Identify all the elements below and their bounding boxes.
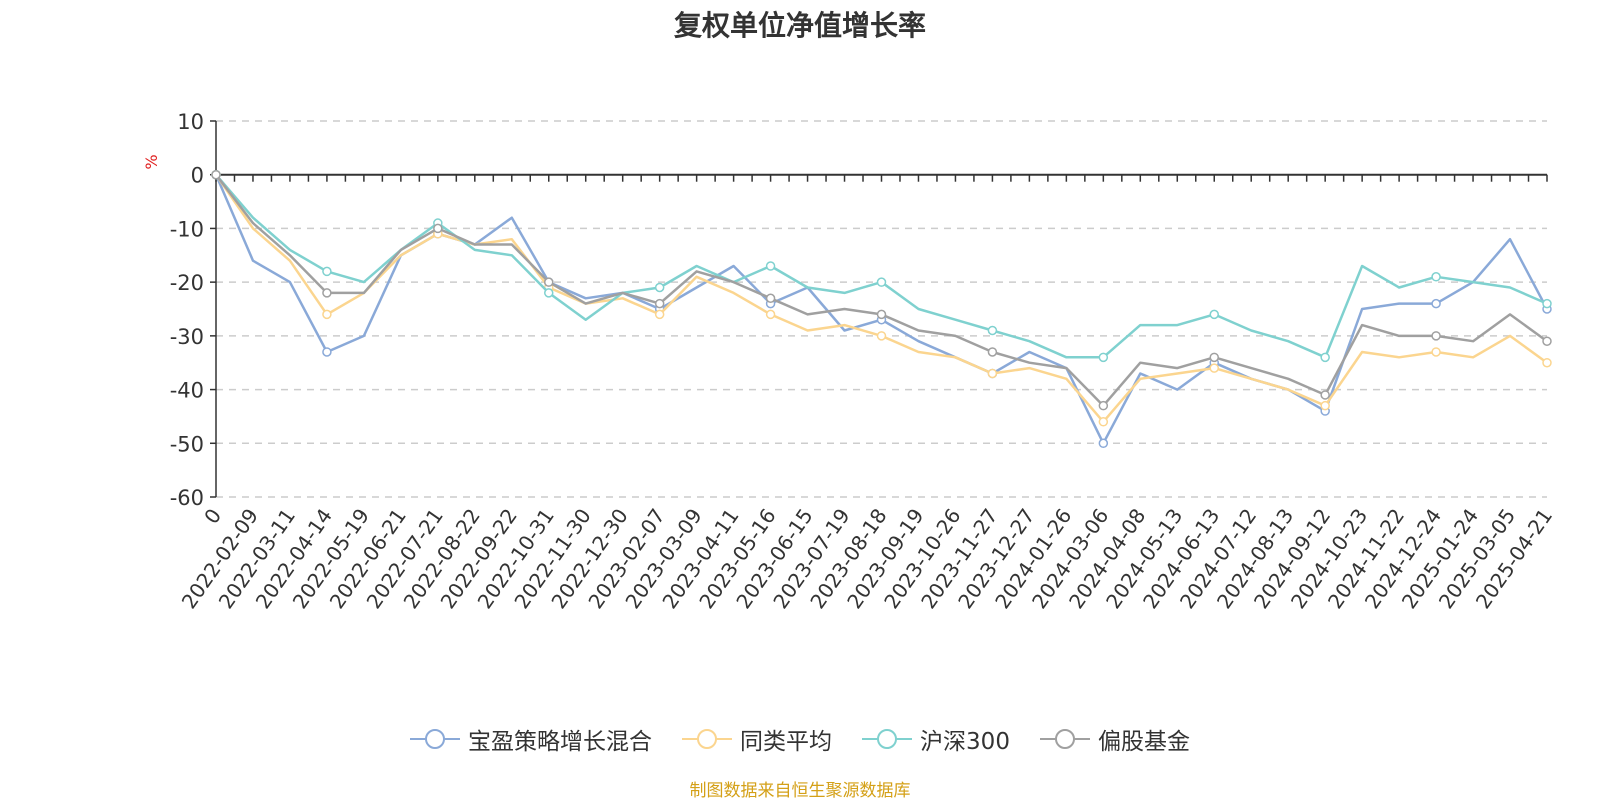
y-tick-label: -40 <box>170 379 204 403</box>
x-tick-label: 0 <box>199 504 226 528</box>
y-tick-label: 0 <box>191 164 204 188</box>
series-point-3 <box>1320 390 1330 400</box>
series-point-3 <box>654 298 665 309</box>
series-point-1 <box>1209 363 1219 373</box>
series-lines <box>211 169 1552 449</box>
series-point-2 <box>1320 352 1330 363</box>
series-point-0 <box>1098 438 1109 449</box>
y-tick-label: -60 <box>170 486 204 510</box>
y-tick-label: -30 <box>170 325 204 349</box>
source-note: 制图数据来自恒生聚源数据库 <box>689 781 911 801</box>
axes: 100-10-20-30-40-50-60%02022-02-092022-03… <box>142 110 1557 613</box>
chart-title: 复权单位净值增长率 <box>673 9 926 42</box>
series-point-0 <box>322 347 332 357</box>
y-axis-label: % <box>142 154 161 169</box>
series-point-1 <box>654 309 665 320</box>
series-point-1 <box>1431 347 1441 357</box>
series-point-1 <box>1542 357 1552 368</box>
series-line-1 <box>214 173 1548 424</box>
legend-line-icon <box>1039 729 1090 749</box>
series-point-2 <box>1542 298 1552 309</box>
legend-label: 偏股基金 <box>1097 729 1190 755</box>
series-point-3 <box>987 347 998 357</box>
series-line-3 <box>215 173 1548 407</box>
series-point-1 <box>987 368 998 379</box>
chart-area: 100-10-20-30-40-50-60%02022-02-092022-03… <box>142 110 1557 613</box>
series-point-3 <box>876 309 887 320</box>
series-point-3 <box>433 223 443 234</box>
series-point-3 <box>1098 400 1109 411</box>
legend-label: 同类平均 <box>740 729 833 755</box>
series-point-1 <box>765 309 776 320</box>
legend-item-series-2[interactable]: 沪深300 <box>862 722 1010 756</box>
series-point-2 <box>654 282 665 293</box>
legend-item-series-3[interactable]: 偏股基金 <box>1039 722 1190 756</box>
legend-item-series-0[interactable]: 宝盈策略增长混合 <box>410 722 652 756</box>
series-point-2 <box>1098 352 1109 363</box>
y-tick-label: -20 <box>170 271 204 295</box>
y-tick-label: -50 <box>170 432 204 456</box>
legend-line-icon <box>682 729 733 749</box>
series-point-3 <box>1431 331 1441 341</box>
legend-item-series-1[interactable]: 同类平均 <box>682 722 832 756</box>
series-point-2 <box>765 261 776 271</box>
legend: 宝盈策略增长混合 同类平均 沪深300 偏股基金 <box>0 722 1600 756</box>
series-point-3 <box>1542 336 1552 346</box>
y-tick-label: 10 <box>177 110 204 134</box>
series-point-2 <box>876 277 887 287</box>
series-point-1 <box>1320 400 1330 411</box>
series-point-3 <box>322 288 332 298</box>
series-point-3 <box>765 293 776 304</box>
y-tick-label: -10 <box>170 217 204 241</box>
series-line-0 <box>214 174 1549 445</box>
series-point-1 <box>876 331 887 341</box>
series-point-2 <box>544 288 554 298</box>
series-point-2 <box>1431 272 1441 282</box>
series-line-2 <box>215 173 1548 359</box>
legend-label: 沪深300 <box>920 729 1010 755</box>
series-point-1 <box>1098 417 1109 427</box>
series-point-2 <box>1209 309 1219 320</box>
legend-label: 宝盈策略增长混合 <box>468 729 653 755</box>
series-point-2 <box>322 266 332 277</box>
series-point-3 <box>1209 352 1219 363</box>
series-point-3 <box>211 169 221 180</box>
series-point-3 <box>544 277 554 287</box>
series-point-2 <box>987 325 998 336</box>
series-point-0 <box>1431 298 1441 309</box>
legend-line-icon <box>410 729 461 749</box>
series-point-1 <box>322 309 332 320</box>
legend-line-icon <box>862 729 913 749</box>
